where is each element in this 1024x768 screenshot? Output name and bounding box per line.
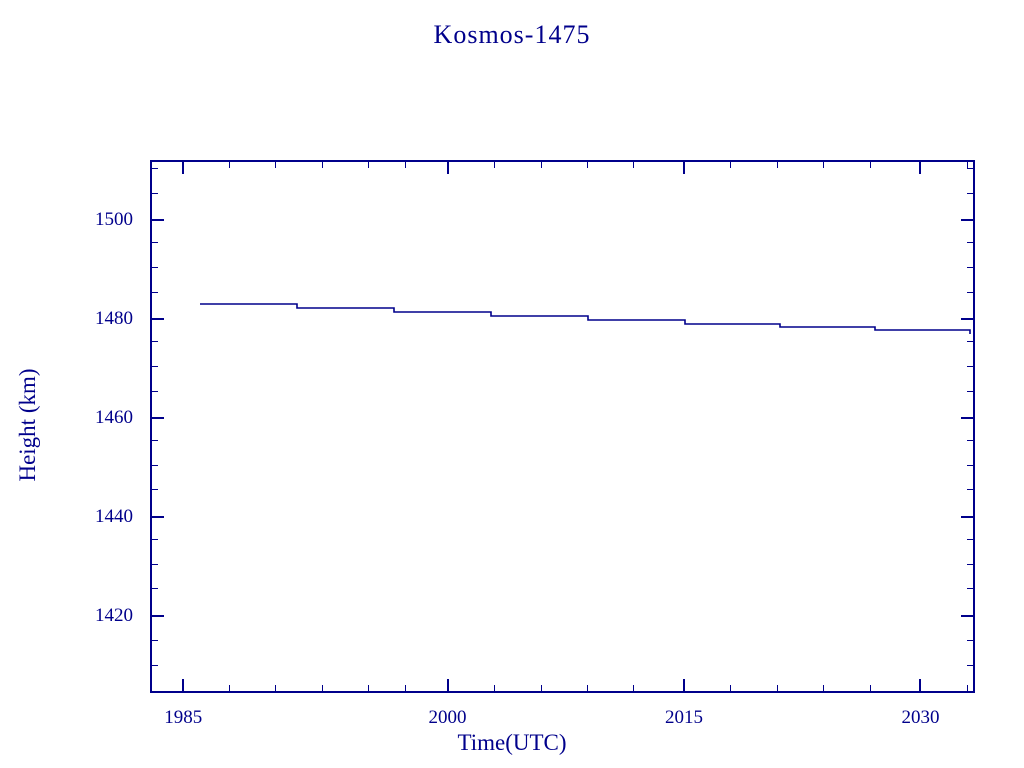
plot-area: 1985 2000 2015 2030 1420 1440 1460 1480: [150, 160, 975, 693]
chart-title: Kosmos-1475: [0, 20, 1024, 50]
x-tick-label-1985: 1985: [164, 707, 202, 729]
y-tick-label-1440: 1440: [63, 506, 133, 528]
x-tick-label-2030: 2030: [901, 707, 939, 729]
y-tick-label-1500: 1500: [63, 209, 133, 231]
y-tick-label-1460: 1460: [63, 407, 133, 429]
y-tick-label-1420: 1420: [63, 605, 133, 627]
y-tick-label-1480: 1480: [63, 308, 133, 330]
y-axis-label: Height (km): [15, 368, 41, 481]
height-data-line: [152, 162, 977, 695]
x-axis-label: Time(UTC): [0, 730, 1024, 756]
x-tick-label-2015: 2015: [665, 707, 703, 729]
x-tick-label-2000: 2000: [429, 707, 467, 729]
